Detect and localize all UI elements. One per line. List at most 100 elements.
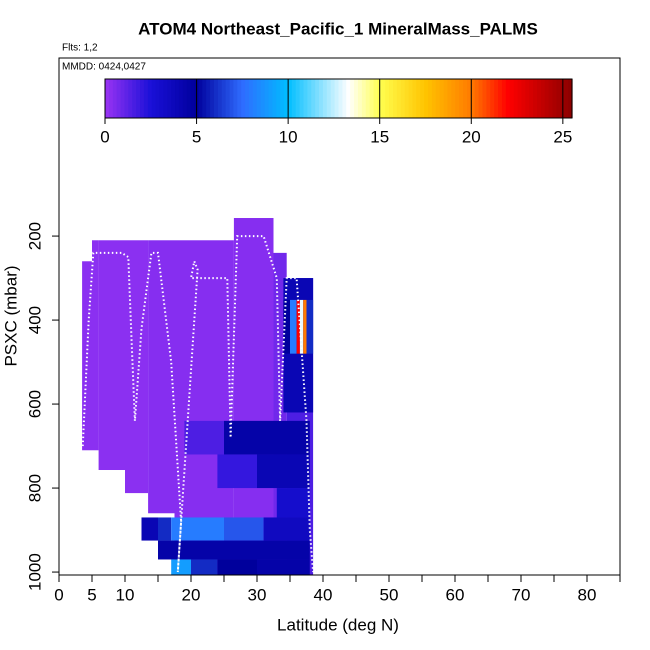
colorbar-segment: [190, 79, 196, 118]
colorbar-segment: [264, 79, 270, 118]
colorbar-segment: [361, 79, 367, 118]
colorbar-segment: [178, 79, 184, 118]
colorbar-frame: [104, 78, 573, 119]
colorbar-segment: [552, 79, 558, 118]
heat-cell: [98, 240, 125, 471]
colorbar-segment: [435, 79, 441, 118]
colorbar-segment: [140, 79, 145, 118]
colorbar-segment: [459, 79, 464, 118]
heat-cell: [296, 299, 300, 354]
colorbar-segment: [291, 79, 297, 118]
colorbar-segment: [346, 79, 351, 118]
heat-cell: [217, 559, 257, 575]
colorbar-segment: [392, 79, 398, 118]
colorbar-segment: [338, 79, 343, 118]
colorbar-segment: [260, 79, 266, 118]
colorbar-tick-label: 5: [192, 127, 201, 146]
colorbar-segment: [373, 79, 379, 118]
colorbar-segment: [505, 79, 511, 118]
colorbar-segment: [132, 79, 137, 118]
colorbar-segment: [108, 79, 114, 118]
heat-cell: [171, 517, 224, 541]
heat-cell: [303, 299, 307, 354]
colorbar-segment: [385, 79, 390, 118]
colorbar-segment: [330, 79, 336, 118]
heat-cell: [233, 218, 274, 576]
colorbar-segment: [322, 79, 328, 118]
colorbar-segment: [268, 79, 273, 118]
colorbar-segment: [517, 79, 523, 118]
heat-cell: [92, 240, 99, 451]
x-tick-label: 60: [446, 585, 465, 604]
heat-cell: [82, 261, 92, 451]
colorbar-segment: [389, 79, 394, 118]
colorbar-tick-label: 10: [279, 127, 298, 146]
colorbar-segment: [490, 79, 495, 118]
colorbar-segment: [416, 79, 421, 118]
heat-cell: [263, 517, 310, 541]
x-tick-label: 80: [578, 585, 597, 604]
colorbar-segment: [447, 79, 452, 118]
colorbar-segment: [556, 79, 561, 118]
x-tick-label: 5: [87, 585, 96, 604]
colorbar-segment: [486, 79, 491, 118]
colorbar-segment: [494, 79, 499, 118]
flights-label: Flts: 1,2: [62, 43, 98, 54]
colorbar-segment: [299, 79, 305, 118]
heat-cell: [158, 540, 310, 560]
colorbar-segment: [404, 79, 410, 118]
colorbar-segment: [206, 79, 211, 118]
colorbar-segment: [186, 79, 192, 118]
heat-cell: [158, 517, 172, 541]
colorbar-segment: [428, 79, 433, 118]
colorbar-segment: [307, 79, 312, 118]
colorbar-segment: [455, 79, 460, 118]
colorbar-segment: [540, 79, 546, 118]
heat-cell: [184, 420, 224, 455]
y-axis-label: PSXC (mbar): [1, 265, 20, 366]
x-tick-label: 10: [116, 585, 135, 604]
colorbar-segment: [443, 79, 449, 118]
colorbar-segment: [357, 79, 363, 118]
y-tick-label: 600: [25, 390, 44, 418]
heat-cell: [306, 299, 314, 354]
colorbar-segment: [182, 79, 188, 118]
colorbar-segment: [213, 79, 219, 118]
colorbar-segment: [334, 79, 340, 118]
colorbar-segment: [272, 79, 277, 118]
heat-cell: [283, 299, 290, 354]
x-tick-label: 30: [248, 585, 267, 604]
colorbar-segment: [521, 79, 526, 118]
colorbar-segment: [112, 79, 118, 118]
colorbar-segment: [354, 79, 359, 118]
heat-cell: [224, 420, 310, 455]
plot-area: [81, 218, 315, 576]
colorbar-tick-label: 20: [462, 127, 481, 146]
colorbar-segment: [147, 79, 153, 118]
colorbar-segment: [509, 79, 515, 118]
colorbar-segment: [544, 79, 550, 118]
colorbar-segment: [311, 79, 316, 118]
colorbar-segment: [151, 79, 157, 118]
colorbar-segment: [287, 79, 293, 118]
colorbar-segment: [396, 79, 402, 118]
colorbar-segment: [221, 79, 227, 118]
colorbar-segment: [303, 79, 308, 118]
colorbar-segment: [498, 79, 503, 118]
colorbar-segment: [400, 79, 406, 118]
heat-cell: [217, 454, 257, 489]
x-tick-label: 20: [182, 585, 201, 604]
y-tick-label: 1000: [25, 553, 44, 591]
colorbar-segment: [529, 79, 534, 118]
colorbar-segment: [245, 79, 250, 118]
colorbar-segment: [225, 79, 231, 118]
flight-track: [81, 235, 315, 573]
colorbar-segment: [120, 79, 126, 118]
colorbar-segment: [326, 79, 332, 118]
colorbar-segment: [536, 79, 542, 118]
colorbar-segment: [424, 79, 429, 118]
colorbar-segment: [463, 79, 468, 118]
heat-cell: [257, 559, 310, 575]
colorbar-segment: [202, 79, 207, 118]
